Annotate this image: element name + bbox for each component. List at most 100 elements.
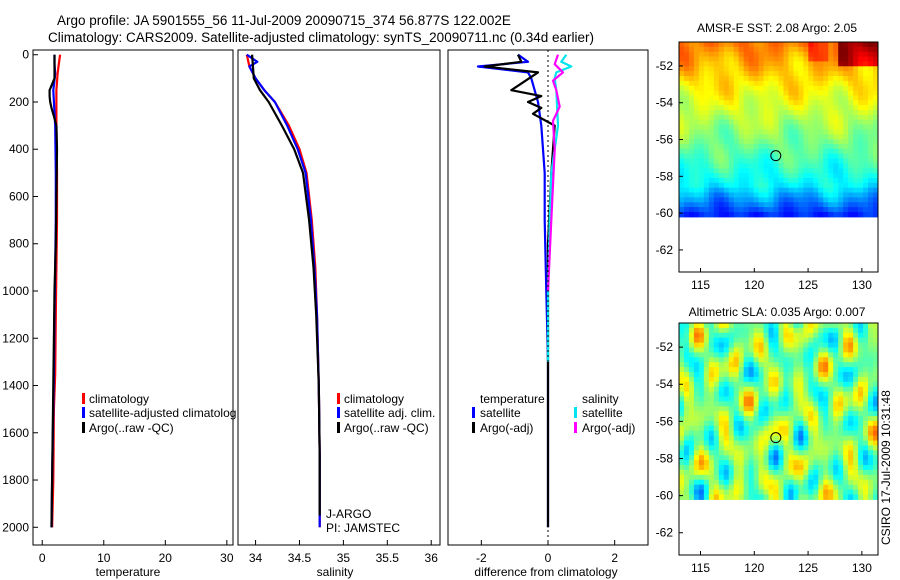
heatmap-cell — [698, 129, 705, 135]
heatmap-cell — [728, 202, 735, 208]
heatmap-cell — [838, 56, 844, 63]
heatmap-cell — [713, 484, 720, 491]
heatmap-cell — [828, 197, 834, 203]
heatmap-cell — [718, 386, 725, 393]
heatmap-cell — [858, 435, 864, 442]
heatmap-cell — [753, 376, 760, 383]
heatmap-cell — [783, 187, 790, 194]
heatmap-cell — [688, 124, 695, 130]
heatmap-cell — [743, 435, 750, 442]
heatmap-cell — [738, 347, 745, 353]
heatmap-cell — [783, 401, 790, 407]
heatmap-cell — [753, 386, 760, 393]
heatmap-cell — [828, 75, 834, 82]
heatmap-cell — [758, 416, 765, 422]
heatmap-cell — [848, 61, 854, 67]
heatmap-cell — [723, 119, 730, 126]
heatmap-cell — [868, 450, 874, 456]
heatmap-cell — [723, 425, 730, 432]
heatmap-cell — [713, 56, 720, 63]
heatmap-cell — [823, 327, 829, 334]
heatmap-cell — [858, 163, 864, 169]
heatmap-cell — [748, 469, 755, 476]
heatmap-cell — [753, 484, 760, 491]
heatmap-cell — [703, 80, 710, 87]
heatmap-cell — [683, 479, 690, 486]
heatmap-cell — [723, 51, 730, 58]
heatmap-cell — [758, 75, 765, 82]
heatmap-cell — [813, 46, 819, 53]
heatmap-cell — [853, 357, 859, 363]
heatmap-cell — [753, 66, 760, 72]
heatmap-cell — [848, 484, 854, 491]
heatmap-cell — [723, 332, 730, 339]
heatmap-cell — [708, 465, 715, 471]
heatmap-cell — [683, 85, 690, 92]
heatmap-cell — [718, 114, 725, 121]
heatmap-cell — [723, 75, 730, 82]
heatmap-cell — [823, 391, 829, 398]
heatmap-cell — [788, 425, 795, 432]
heatmap-cell — [848, 352, 854, 358]
heatmap-cell — [703, 401, 710, 407]
heatmap-cell — [813, 332, 819, 339]
heatmap-cell — [848, 342, 854, 349]
heatmap-cell — [818, 411, 824, 417]
heatmap-cell — [718, 134, 725, 140]
heatmap-cell — [873, 494, 878, 500]
heatmap-cell — [813, 177, 819, 184]
heatmap-cell — [708, 173, 715, 179]
temperature-series — [48, 54, 62, 528]
heatmap-cell — [679, 187, 685, 194]
heatmap-cell — [863, 129, 869, 135]
heatmap-cell — [679, 177, 685, 184]
heatmap-cell — [743, 75, 750, 82]
heatmap-cell — [679, 386, 685, 393]
heatmap-cell — [808, 367, 814, 373]
heatmap-cell — [843, 362, 849, 368]
heatmap-cell — [723, 352, 730, 358]
heatmap-cell — [679, 460, 685, 466]
heatmap-cell — [868, 129, 874, 135]
heatmap-cell — [813, 391, 819, 398]
heatmap-cell — [833, 66, 839, 72]
heatmap-cell — [793, 332, 799, 339]
heatmap-cell — [679, 207, 685, 213]
heatmap-cell — [763, 163, 770, 169]
heatmap-cell — [753, 163, 760, 169]
y-tick-label: 1200 — [2, 331, 29, 345]
heatmap-cell — [733, 119, 740, 126]
heatmap-cell — [868, 80, 874, 87]
heatmap-cell — [723, 80, 730, 87]
heatmap-cell — [768, 391, 775, 398]
heatmap-cell — [823, 100, 829, 106]
heatmap-cell — [738, 386, 745, 393]
heatmap-cell — [723, 469, 730, 476]
heatmap-cell — [853, 425, 859, 432]
heatmap-cell — [833, 177, 839, 184]
heatmap-cell — [828, 352, 834, 358]
heatmap-cell — [718, 143, 725, 150]
heatmap-cell — [753, 391, 760, 398]
heatmap-cell — [798, 139, 804, 145]
heatmap-cell — [823, 352, 829, 358]
heatmap-cell — [838, 75, 844, 82]
heatmap-cell — [788, 153, 795, 160]
heatmap-cell — [748, 420, 755, 427]
heatmap-cell — [738, 396, 745, 402]
heatmap-cell — [763, 332, 770, 339]
heatmap-cell — [733, 469, 740, 476]
heatmap-cell — [798, 187, 804, 194]
heatmap-cell — [868, 42, 874, 48]
heatmap-cell — [803, 173, 809, 179]
heatmap-cell — [768, 211, 775, 218]
heatmap-cell — [803, 411, 809, 417]
heatmap-cell — [853, 192, 859, 198]
heatmap-cell — [693, 465, 700, 471]
heatmap-cell — [793, 435, 799, 442]
heatmap-cell — [803, 357, 809, 363]
heatmap-cell — [713, 371, 720, 378]
heatmap-cell — [683, 114, 690, 121]
heatmap-cell — [828, 71, 834, 77]
heatmap-cell — [693, 347, 700, 353]
